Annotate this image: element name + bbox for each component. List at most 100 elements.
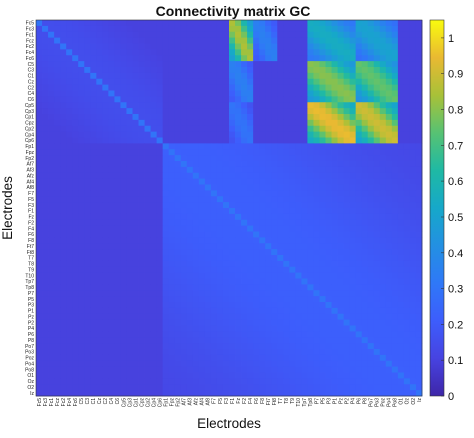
- heatmap-cell: [198, 384, 206, 391]
- heatmap-cell: [108, 102, 115, 109]
- y-tick-label: F2: [28, 221, 34, 227]
- heatmap-cell: [60, 37, 67, 44]
- heatmap-cell: [391, 202, 399, 209]
- heatmap-cell: [126, 290, 133, 297]
- heatmap-cell: [283, 196, 290, 203]
- heatmap-cell: [307, 372, 314, 379]
- heatmap-cell: [241, 137, 248, 144]
- heatmap-cell: [361, 284, 369, 291]
- heatmap-cell: [325, 378, 332, 385]
- heatmap-cell: [295, 319, 302, 326]
- heatmap-cell: [156, 114, 164, 121]
- heatmap-cell: [132, 255, 139, 262]
- heatmap-cell: [373, 272, 381, 279]
- heatmap-cell: [247, 78, 254, 86]
- heatmap-cell: [325, 331, 332, 338]
- heatmap-cell: [198, 78, 206, 86]
- heatmap-cell: [204, 278, 212, 285]
- heatmap-cell: [42, 313, 49, 321]
- heatmap-cell: [120, 325, 127, 332]
- heatmap-cell: [180, 31, 188, 39]
- heatmap-cell: [409, 155, 417, 162]
- heatmap-cell: [168, 354, 176, 362]
- heatmap-cell: [379, 149, 387, 156]
- heatmap-cell: [403, 67, 411, 74]
- heatmap-cell: [235, 213, 242, 221]
- heatmap-cell: [409, 31, 417, 39]
- heatmap-cell: [168, 278, 176, 285]
- heatmap-cell: [289, 25, 296, 33]
- heatmap-cell: [216, 243, 224, 250]
- heatmap-cell: [307, 349, 314, 356]
- heatmap-cell: [229, 302, 236, 309]
- heatmap-cell: [385, 72, 393, 80]
- heatmap-cell: [84, 90, 91, 97]
- heatmap-cell: [241, 302, 248, 309]
- heatmap-cell: [349, 249, 357, 256]
- heatmap-cell: [271, 125, 278, 133]
- heatmap-cell: [42, 166, 49, 174]
- heatmap-cell: [66, 49, 73, 56]
- heatmap-cell: [349, 90, 357, 97]
- heatmap-cell: [229, 272, 236, 279]
- heatmap-cell: [271, 255, 278, 262]
- heatmap-cell: [108, 143, 115, 150]
- heatmap-cell: [295, 125, 302, 133]
- heatmap-cell: [60, 313, 67, 321]
- heatmap-cell: [36, 360, 43, 368]
- heatmap-cell: [379, 161, 387, 168]
- heatmap-cell: [210, 349, 218, 356]
- heatmap-cell: [361, 131, 369, 138]
- heatmap-cell: [409, 131, 417, 138]
- heatmap-cell: [277, 249, 284, 256]
- heatmap-cell: [259, 155, 266, 162]
- heatmap-cell: [174, 231, 182, 238]
- heatmap-cell: [259, 319, 266, 326]
- heatmap-cell: [313, 131, 320, 138]
- heatmap-cell: [325, 20, 332, 27]
- heatmap-cell: [241, 278, 248, 285]
- heatmap-cell: [156, 90, 164, 97]
- heatmap-cell: [355, 278, 363, 285]
- heatmap-cell: [66, 161, 73, 168]
- heatmap-cell: [301, 78, 308, 86]
- heatmap-cell: [253, 96, 260, 103]
- heatmap-cell: [247, 149, 254, 156]
- heatmap-cell: [241, 184, 248, 191]
- heatmap-cell: [235, 119, 242, 127]
- heatmap-cell: [307, 90, 314, 97]
- heatmap-cell: [409, 102, 417, 109]
- heatmap-cell: [283, 390, 290, 397]
- heatmap-cell: [72, 260, 79, 268]
- heatmap-cell: [355, 384, 363, 391]
- heatmap-cell: [307, 208, 314, 215]
- heatmap-cell: [319, 25, 326, 33]
- heatmap-cell: [361, 67, 369, 74]
- heatmap-cell: [325, 290, 332, 297]
- heatmap-cell: [355, 237, 363, 244]
- heatmap-cell: [216, 384, 224, 391]
- heatmap-cell: [84, 202, 91, 209]
- heatmap-cell: [36, 55, 43, 62]
- heatmap-cell: [415, 360, 423, 368]
- heatmap-cell: [385, 178, 393, 185]
- heatmap-cell: [289, 37, 296, 44]
- heatmap-cell: [186, 137, 194, 144]
- heatmap-cell: [385, 302, 393, 309]
- heatmap-cell: [283, 96, 290, 103]
- heatmap-cell: [210, 343, 218, 350]
- heatmap-cell: [108, 290, 115, 297]
- heatmap-cell: [313, 149, 320, 156]
- heatmap-cell: [403, 349, 411, 356]
- heatmap-cell: [307, 366, 314, 373]
- heatmap-cell: [319, 196, 326, 203]
- y-tick-label: Fp2: [25, 156, 34, 162]
- heatmap-cell: [168, 349, 176, 356]
- heatmap-cell: [102, 166, 109, 174]
- heatmap-cell: [277, 284, 284, 291]
- heatmap-cell: [403, 243, 411, 250]
- heatmap-cell: [84, 190, 91, 197]
- heatmap-cell: [235, 31, 242, 39]
- heatmap-cell: [385, 349, 393, 356]
